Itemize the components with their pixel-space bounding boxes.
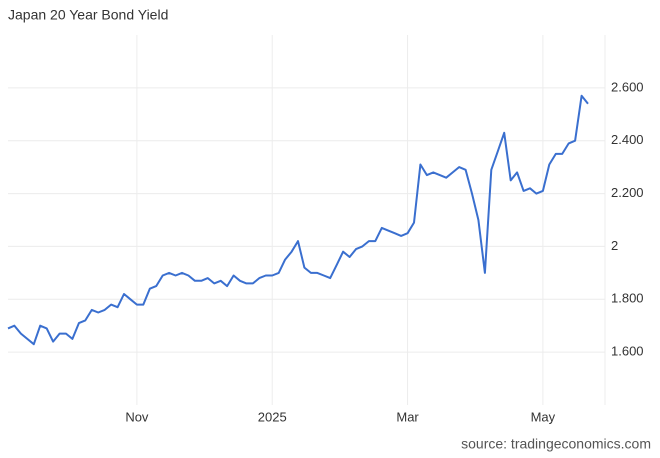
y-tick-label: 2.400 xyxy=(611,132,644,147)
y-tick-label: 1.800 xyxy=(611,291,644,306)
chart-title: Japan 20 Year Bond Yield xyxy=(8,7,168,23)
x-tick-label: May xyxy=(531,409,556,424)
x-tick-label: 2025 xyxy=(258,409,287,424)
y-tick-label: 2.200 xyxy=(611,185,644,200)
y-tick-label: 2.600 xyxy=(611,79,644,94)
x-tick-label: Mar xyxy=(396,409,419,424)
y-tick-label: 2 xyxy=(611,238,618,253)
line-series xyxy=(7,94,589,346)
x-tick-label: Nov xyxy=(125,409,149,424)
y-tick-label: 1.600 xyxy=(611,344,644,359)
source: source: tradingeconomics.com xyxy=(461,436,651,452)
